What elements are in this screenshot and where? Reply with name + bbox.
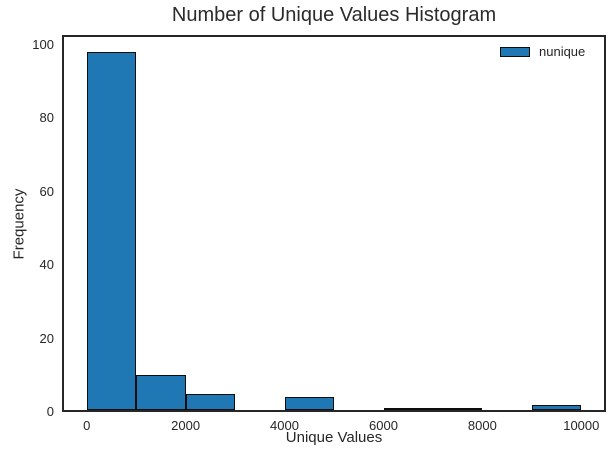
y-tick-label: 0 — [46, 404, 54, 419]
y-tick-label: 80 — [39, 110, 54, 126]
x-tick-label: 0 — [83, 418, 91, 433]
legend-label: nunique — [539, 44, 586, 59]
y-axis-label: Frequency — [10, 188, 28, 260]
x-tick-label: 10000 — [563, 418, 600, 433]
x-axis-label: Unique Values — [285, 429, 383, 446]
y-tick-label: 20 — [39, 330, 54, 346]
plot-area — [62, 35, 606, 412]
legend: nunique — [500, 44, 585, 59]
y-tick-label: 40 — [39, 257, 54, 273]
x-tick-label: 8000 — [467, 418, 497, 433]
chart-title: Number of Unique Values Histogram — [171, 4, 497, 26]
y-tick-label: 100 — [32, 36, 54, 52]
x-tick-label: 2000 — [171, 418, 201, 433]
legend-swatch-icon — [500, 46, 530, 57]
